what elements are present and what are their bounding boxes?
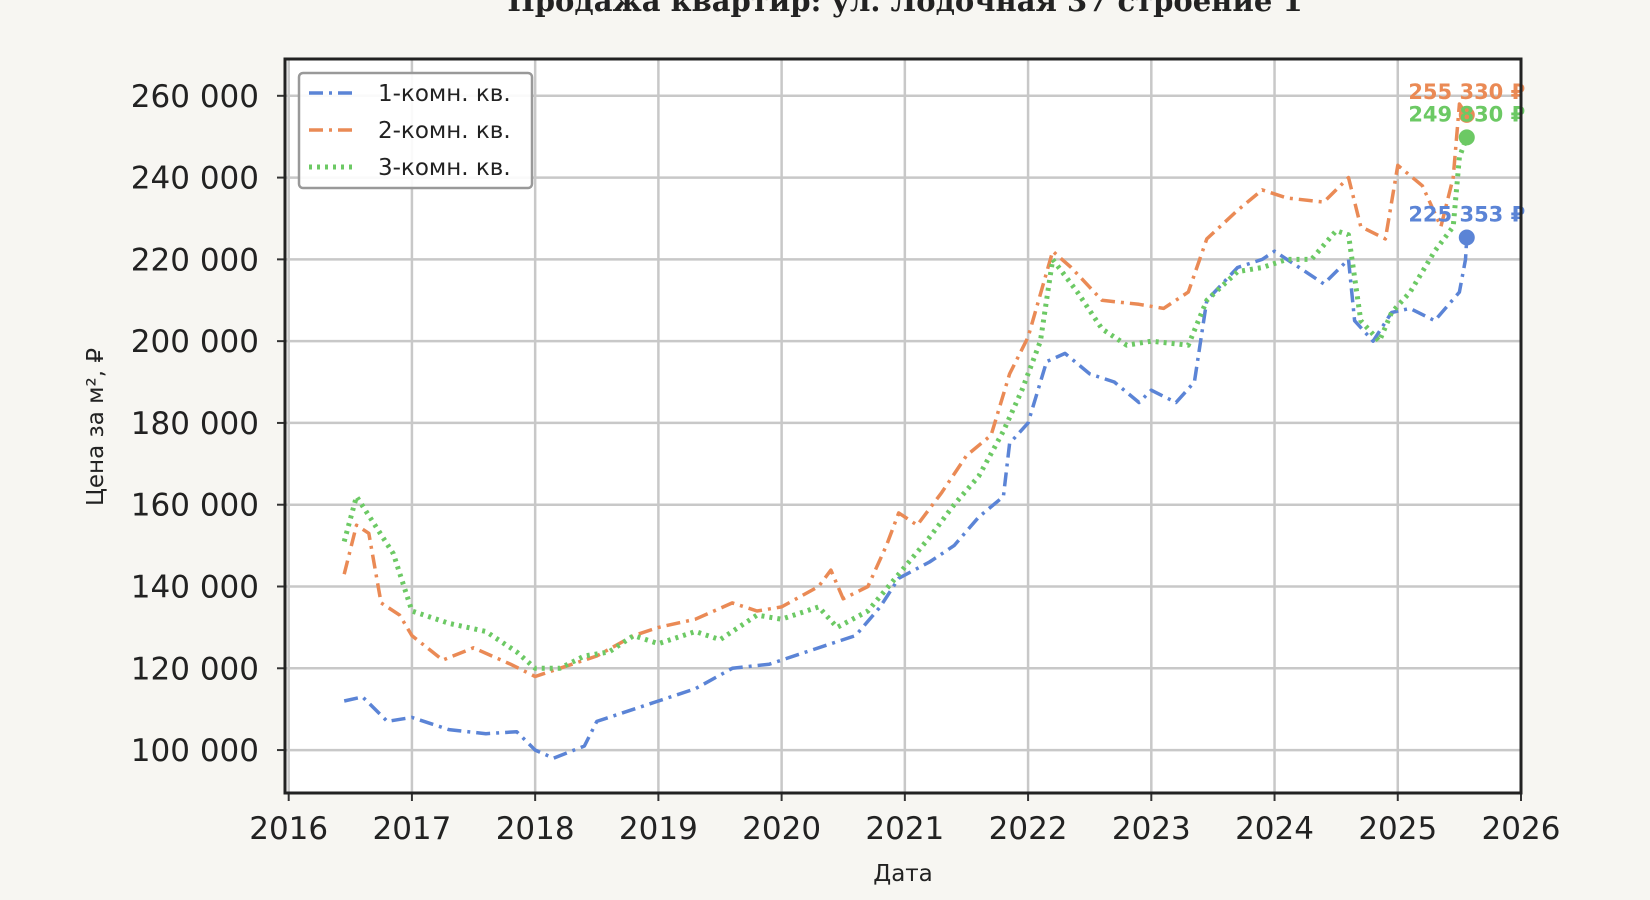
series-endpoint-1: [1458, 229, 1475, 246]
legend-box: [297, 71, 534, 190]
series-end-label-2: 255 330 ₽: [1408, 80, 1525, 104]
x-tick-label: 2020: [742, 811, 821, 847]
series-line-3: [341, 136, 1470, 671]
legend-label-2: 2-комн. кв.: [378, 118, 511, 144]
y-tick-label: 240 000: [131, 161, 259, 197]
y-tick-label: 100 000: [131, 733, 259, 769]
x-tick-label: 2016: [249, 811, 328, 847]
plot-frame: [283, 57, 1523, 795]
series-line-2: [342, 102, 1469, 679]
y-tick-label: 220 000: [131, 242, 259, 278]
chart-title: Продажа квартир: ул. Лодочная 37 строени…: [507, 0, 1303, 18]
series-endpoint-3: [1458, 129, 1475, 146]
series-end-label-1: 225 353 ₽: [1408, 202, 1525, 226]
x-tick-label: 2017: [372, 811, 451, 847]
y-axis-label: Цена за м², ₽: [83, 348, 109, 506]
y-tick-label: 160 000: [131, 488, 259, 524]
legend-label-1: 1-комн. кв.: [378, 81, 511, 107]
x-tick-label: 2019: [619, 811, 698, 847]
y-tick-label: 200 000: [131, 324, 259, 360]
x-tick-label: 2021: [865, 811, 944, 847]
x-tick-label: 2025: [1358, 811, 1437, 847]
x-tick-label: 2022: [989, 811, 1068, 847]
x-axis-label: Дата: [873, 861, 933, 887]
y-tick-label: 260 000: [131, 79, 259, 115]
series-end-label-3: 249 830 ₽: [1408, 102, 1525, 126]
series-endpoint-2: [1458, 106, 1475, 123]
x-tick-label: 2024: [1235, 811, 1314, 847]
x-tick-label: 2023: [1112, 811, 1191, 847]
x-tick-label: 2018: [496, 811, 575, 847]
x-tick-label: 2026: [1482, 811, 1561, 847]
y-tick-label: 120 000: [131, 651, 259, 687]
y-tick-label: 140 000: [131, 569, 259, 605]
legend-label-3: 3-комн. кв.: [378, 155, 511, 181]
series-line-1: [343, 237, 1469, 760]
y-tick-label: 180 000: [131, 406, 259, 442]
